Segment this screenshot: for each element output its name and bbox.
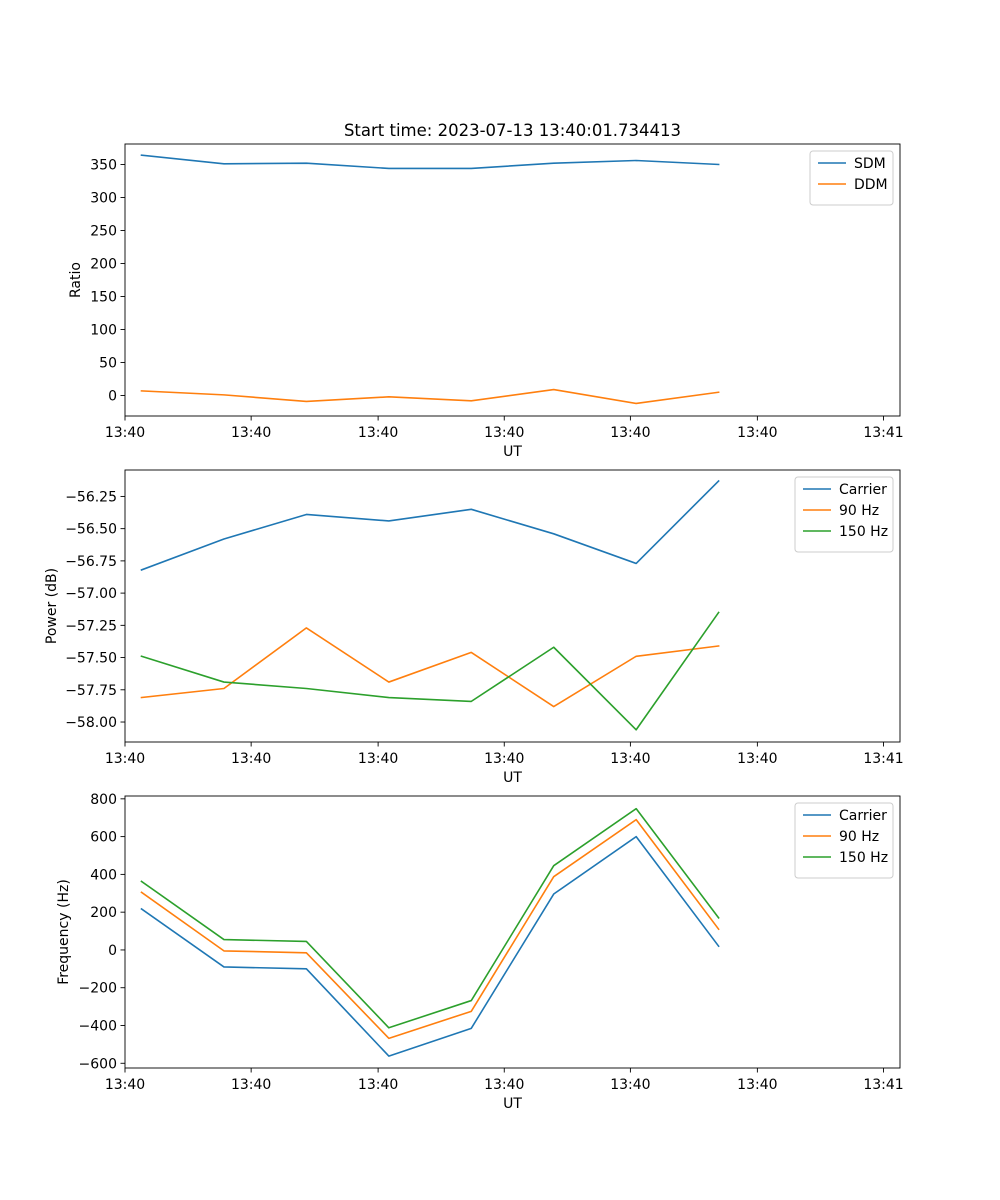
frequency-legend-label: Carrier bbox=[839, 808, 887, 824]
ratio-y-tick-label: 0 bbox=[108, 389, 117, 405]
frequency-legend-label: 150 Hz bbox=[839, 850, 888, 866]
power-x-tick-label: 13:40 bbox=[231, 751, 271, 767]
power-series-90-hz-line bbox=[140, 627, 720, 708]
power-x-tick-label: 13:40 bbox=[105, 751, 145, 767]
ratio-y-tick-label: 200 bbox=[90, 256, 117, 272]
ratio-y-tick-label: 150 bbox=[90, 290, 117, 306]
frequency-series-90-hz-line bbox=[140, 818, 720, 1040]
power-legend bbox=[794, 476, 894, 553]
frequency-y-axis-label: Frequency (Hz) bbox=[56, 879, 72, 985]
power-axes-frame bbox=[124, 469, 901, 743]
frequency-y-tick-label: −600 bbox=[79, 1056, 117, 1072]
power-y-tick-label: −56.75 bbox=[65, 554, 117, 570]
ratio-y-axis-label: Ratio bbox=[68, 262, 84, 298]
frequency-x-tick-label: 13:40 bbox=[358, 1077, 398, 1093]
power-legend-label: Carrier bbox=[839, 482, 887, 498]
ratio-x-tick-label: 13:40 bbox=[610, 425, 650, 441]
frequency-y-tick-label: 600 bbox=[90, 830, 117, 846]
power-x-tick-label: 13:40 bbox=[610, 751, 650, 767]
frequency-series-150-hz-line bbox=[140, 807, 720, 1029]
frequency-x-tick-label: 13:41 bbox=[863, 1077, 903, 1093]
power-x-tick-label: 13:41 bbox=[863, 751, 903, 767]
frequency-legend bbox=[794, 802, 894, 879]
frequency-x-tick-label: 13:40 bbox=[737, 1077, 777, 1093]
power-y-tick-label: −57.75 bbox=[65, 683, 117, 699]
ratio-y-tick-label: 100 bbox=[90, 323, 117, 339]
frequency-y-tick-label: 800 bbox=[90, 792, 117, 808]
power-series-carrier-line bbox=[140, 479, 720, 571]
ratio-y-tick-label: 300 bbox=[90, 190, 117, 206]
frequency-x-tick-label: 13:40 bbox=[610, 1077, 650, 1093]
ratio-y-tick-label: 250 bbox=[90, 223, 117, 239]
ratio-legend-label: DDM bbox=[854, 177, 888, 193]
frequency-x-tick-label: 13:40 bbox=[231, 1077, 271, 1093]
ratio-x-tick-label: 13:40 bbox=[358, 425, 398, 441]
ratio-series-sdm-line bbox=[140, 154, 720, 170]
ratio-y-tick-label: 50 bbox=[99, 356, 117, 372]
power-y-tick-label: −56.50 bbox=[65, 522, 117, 538]
figure-title: Start time: 2023-07-13 13:40:01.734413 bbox=[344, 121, 681, 140]
ratio-x-tick-label: 13:40 bbox=[231, 425, 271, 441]
frequency-x-axis-label: UT bbox=[503, 1096, 522, 1112]
ratio-panel: 13:40 13:40 13:40 13:40 13:40 13:40 13:41 0 50 10… bbox=[68, 143, 904, 460]
power-panel: 13:40 13:40 13:40 13:40 13:40 13:40 13:41 −58.0… bbox=[44, 469, 904, 786]
power-y-tick-label: −58.00 bbox=[65, 715, 117, 731]
power-y-tick-label: −56.25 bbox=[65, 489, 117, 505]
ratio-legend bbox=[809, 150, 894, 206]
ratio-axes-frame bbox=[124, 143, 901, 417]
ratio-x-tick-label: 13:40 bbox=[105, 425, 145, 441]
frequency-y-tick-label: 0 bbox=[108, 943, 117, 959]
frequency-legend-label: 90 Hz bbox=[839, 829, 879, 845]
power-x-axis-label: UT bbox=[503, 770, 522, 786]
power-y-axis-label: Power (dB) bbox=[44, 568, 60, 644]
frequency-x-tick-label: 13:40 bbox=[105, 1077, 145, 1093]
ratio-x-tick-label: 13:40 bbox=[737, 425, 777, 441]
power-legend-label: 150 Hz bbox=[839, 524, 888, 540]
power-y-tick-label: −57.25 bbox=[65, 618, 117, 634]
power-series-150-hz-line bbox=[140, 611, 720, 731]
frequency-panel: 13:40 13:40 13:40 13:40 13:40 13:40 13:41 −600 −… bbox=[56, 792, 904, 1112]
frequency-y-tick-label: 400 bbox=[90, 867, 117, 883]
frequency-series-carrier-line bbox=[140, 835, 720, 1057]
power-legend-label: 90 Hz bbox=[839, 503, 879, 519]
power-x-tick-label: 13:40 bbox=[358, 751, 398, 767]
ratio-series-ddm-line bbox=[140, 388, 720, 405]
frequency-x-tick-label: 13:40 bbox=[484, 1077, 524, 1093]
ratio-x-axis-label: UT bbox=[503, 444, 522, 460]
frequency-y-tick-label: −200 bbox=[79, 981, 117, 997]
ratio-legend-label: SDM bbox=[854, 156, 886, 172]
power-y-tick-label: −57.00 bbox=[65, 586, 117, 602]
power-x-tick-label: 13:40 bbox=[737, 751, 777, 767]
ratio-x-tick-label: 13:40 bbox=[484, 425, 524, 441]
frequency-axes-frame bbox=[124, 795, 901, 1069]
frequency-y-tick-label: 200 bbox=[90, 905, 117, 921]
frequency-y-tick-label: −400 bbox=[79, 1019, 117, 1035]
power-x-tick-label: 13:40 bbox=[484, 751, 524, 767]
ratio-y-tick-label: 350 bbox=[90, 157, 117, 173]
power-y-tick-label: −57.50 bbox=[65, 651, 117, 667]
ratio-x-tick-label: 13:41 bbox=[863, 425, 903, 441]
